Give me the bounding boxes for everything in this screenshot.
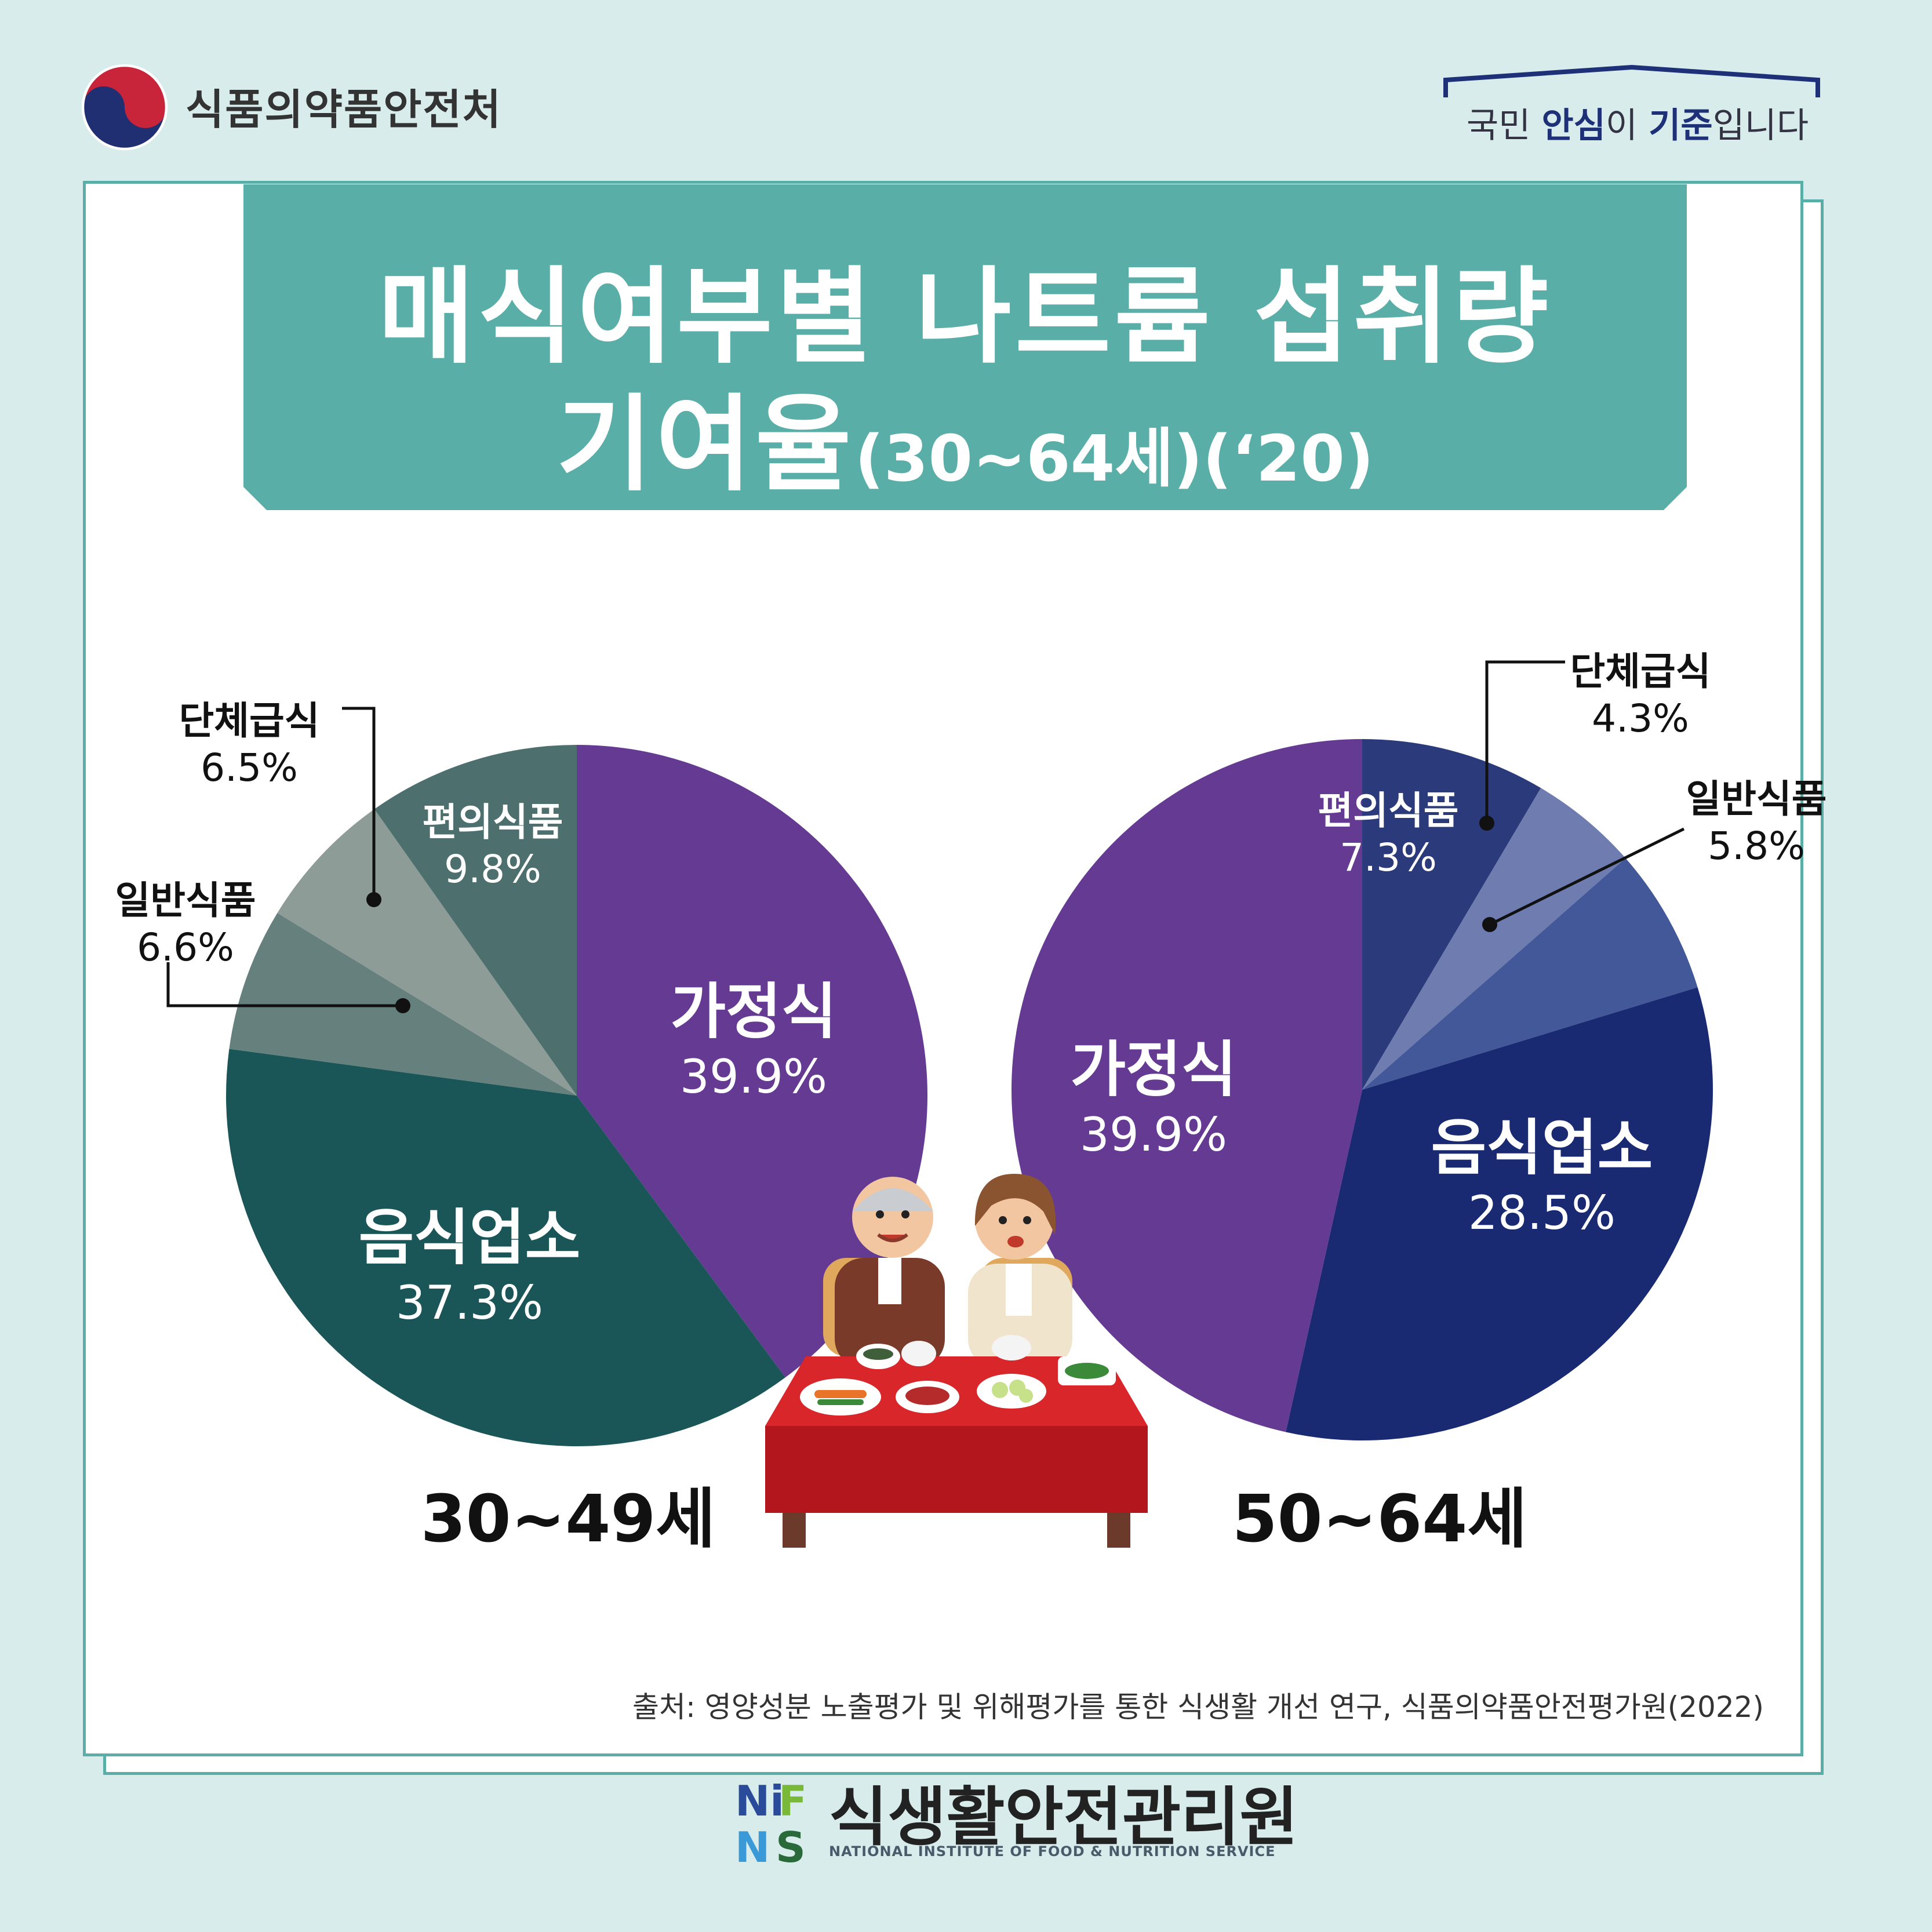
svg-text:S: S [776, 1823, 806, 1868]
chart2-general-leader-dot [1482, 917, 1497, 932]
slogan-roof-icon [1443, 64, 1820, 97]
chart1-catering-leader-dot [366, 892, 381, 907]
chart2-slice-label-restaurant: 음식업소 28.5% [1431, 1112, 1653, 1240]
chart2-catering-leader-dot [1479, 816, 1494, 831]
svg-text:Ni: Ni [735, 1777, 784, 1825]
chart2-slice-label-home: 가정식 39.9% [1070, 1034, 1237, 1162]
chart1-slice-label-restaurant: 음식업소 37.3% [358, 1202, 581, 1330]
chart2-slice-1 [1362, 788, 1626, 1090]
svg-text:N: N [735, 1823, 770, 1868]
svg-text:F: F [778, 1777, 807, 1825]
source-citation: 출처: 영양성분 노출평가 및 위해평가를 통한 식생활 개선 연구, 식품의약… [632, 1690, 1764, 1724]
chart1-slice-0 [577, 745, 928, 1378]
title-banner [243, 184, 1687, 510]
couple-dining-illustration [765, 1174, 1148, 1548]
chart2-slice-3 [1286, 987, 1713, 1441]
chart1-catering-leader-line [342, 707, 376, 900]
chart1-general-leader-dot [395, 998, 410, 1013]
chart2-slice-0 [1362, 739, 1541, 1090]
org-english-name: NATIONAL INSTITUTE OF FOOD & NUTRITION S… [829, 1843, 1276, 1860]
chart1-callout-label-catering: 단체급식 6.5% [179, 698, 320, 790]
chart1-slice-label-home: 가정식 39.9% [670, 976, 837, 1104]
chart1-slice-1 [226, 1049, 785, 1447]
chart2-slice-2 [1362, 858, 1698, 1090]
agency-name: 식품의약품안전처 [185, 85, 502, 134]
title-line-2: 기여율(30~64세)(‘20) [556, 384, 1374, 505]
chart2-catering-leader-line [1485, 660, 1565, 823]
title-line-1: 매식여부별 나트륨 섭취량 [378, 257, 1552, 378]
chart1-slice-label-convenience: 편의식품 9.8% [422, 800, 563, 892]
chart1-general-leader-line [166, 962, 403, 1007]
mfds-taegeuk-logo [81, 64, 168, 151]
slogan: 국민 안심이 기준입니다 [1443, 64, 1820, 146]
chart1-slice-3 [277, 809, 577, 1096]
chart1-group-label: 30~49세 [420, 1482, 716, 1557]
nifns-logo-icon: Ni F N S [735, 1777, 807, 1868]
chart2-general-leader-line [1489, 827, 1685, 926]
org-name: 식생활안전관리원 [829, 1780, 1298, 1854]
chart2-slice-4 [1011, 739, 1362, 1432]
chart2-callout-label-general: 일반식품 5.8% [1686, 777, 1827, 868]
slogan-text: 국민 안심이 기준입니다 [1467, 105, 1809, 146]
chart1-slice-4 [374, 745, 577, 1096]
chart1-callout-label-general: 일반식품 6.6% [115, 878, 256, 970]
chart2-group-label: 50~64세 [1232, 1482, 1527, 1557]
chart2-slice-label-convenience: 편의식품 7.3% [1318, 788, 1459, 880]
chart2-callout-label-catering: 단체급식 4.3% [1570, 649, 1711, 741]
